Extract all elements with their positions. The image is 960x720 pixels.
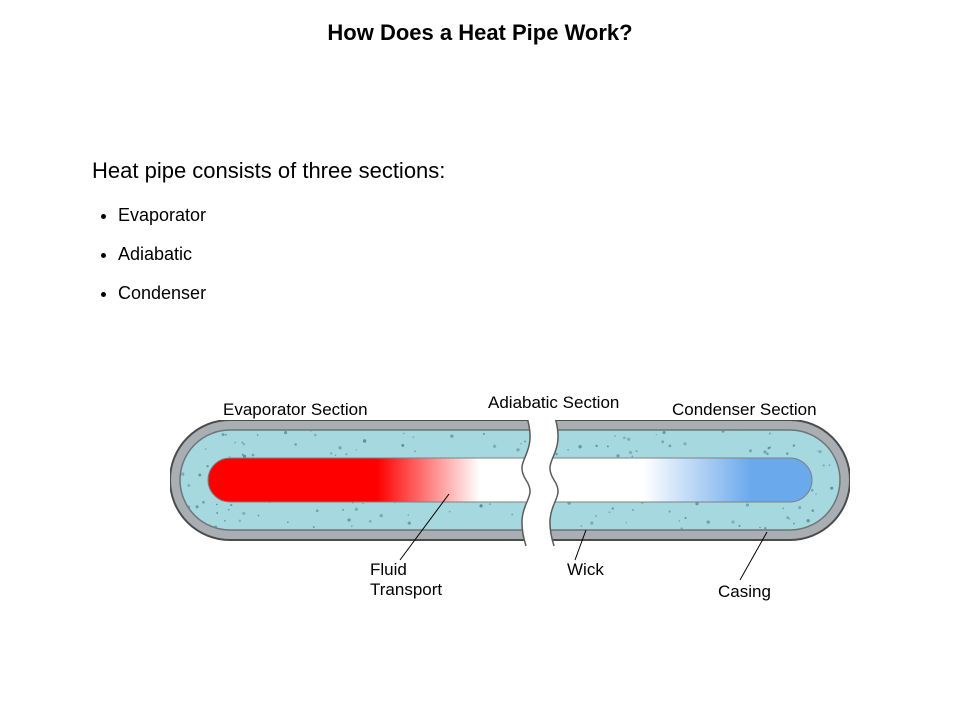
slide: How Does a Heat Pipe Work? Heat pipe con… xyxy=(0,0,960,720)
bullet-list: Evaporator Adiabatic Condenser xyxy=(92,205,206,322)
page-title: How Does a Heat Pipe Work? xyxy=(0,20,960,46)
bullet-item: Evaporator xyxy=(118,205,206,226)
label-condenser: Condenser Section xyxy=(672,400,817,420)
heat-pipe-diagram xyxy=(170,420,850,625)
bullet-item: Condenser xyxy=(118,283,206,304)
subtitle: Heat pipe consists of three sections: xyxy=(92,158,445,184)
label-adiabatic: Adiabatic Section xyxy=(488,393,619,413)
label-evaporator: Evaporator Section xyxy=(223,400,368,420)
bullet-item: Adiabatic xyxy=(118,244,206,265)
